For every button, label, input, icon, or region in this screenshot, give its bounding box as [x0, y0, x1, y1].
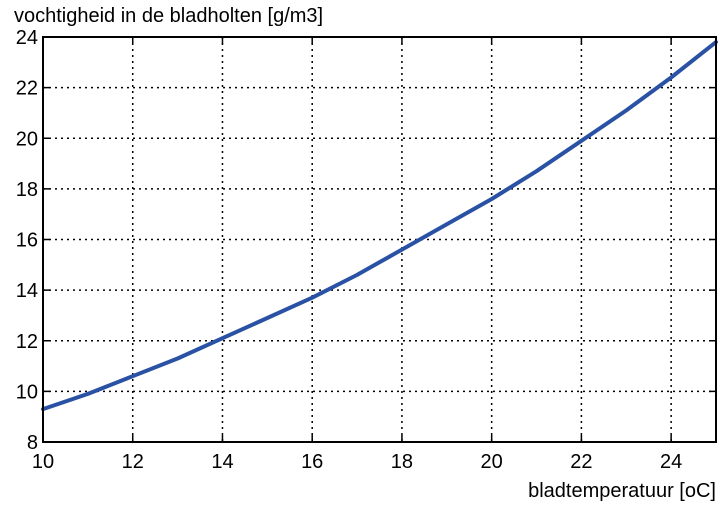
x-tick-label: 16 — [301, 451, 323, 473]
y-tick-label: 18 — [16, 179, 38, 201]
x-tick-label: 22 — [570, 451, 592, 473]
y-tick-label: 14 — [16, 280, 38, 302]
x-tick-label: 14 — [211, 451, 233, 473]
y-tick-label: 16 — [16, 230, 38, 252]
y-tick-label: 12 — [16, 331, 38, 353]
y-tick-labels: 8 10 12 14 16 18 20 22 24 — [16, 27, 38, 454]
plot-frame — [42, 36, 717, 443]
y-tick-label: 8 — [27, 432, 38, 454]
x-tick-label: 24 — [660, 451, 682, 473]
data-series — [41, 40, 718, 412]
x-tick-label: 10 — [32, 451, 54, 473]
y-axis-label: vochtigheid in de bladholten [g/m3] — [14, 5, 324, 27]
x-tick-labels: 10 12 14 16 18 20 22 24 — [32, 451, 682, 473]
y-tick-label: 22 — [16, 78, 38, 100]
y-tick-label: 10 — [16, 381, 38, 403]
x-tick-label: 18 — [391, 451, 413, 473]
tick-marks — [42, 36, 716, 443]
x-axis-label: bladtemperatuur [oC] — [528, 480, 716, 502]
x-tick-label: 20 — [481, 451, 503, 473]
grid-lines — [43, 37, 716, 442]
series-line — [41, 40, 718, 412]
x-tick-label: 12 — [122, 451, 144, 473]
y-tick-label: 20 — [16, 128, 38, 150]
y-tick-label: 24 — [16, 27, 38, 49]
